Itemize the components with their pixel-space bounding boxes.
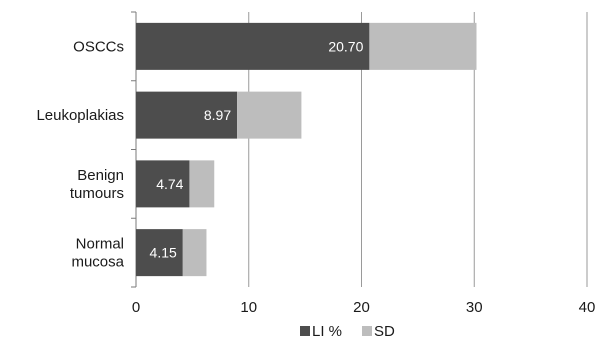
category-label-3-line-0: Normal (76, 236, 124, 253)
category-label-1-line-0: Leukoplakias (36, 107, 124, 124)
x-tick-label-30: 30 (466, 299, 483, 316)
x-axis-ticks: 0 10 20 30 40 (132, 299, 596, 316)
legend-swatch-1 (362, 326, 372, 336)
legend-label-1: SD (374, 323, 395, 340)
data-label-0: 20.70 (328, 38, 363, 54)
category-label-2-line-1: tumours (70, 185, 124, 202)
bar-sd-2 (189, 160, 215, 208)
category-label-3-line-1: mucosa (71, 254, 124, 271)
x-tick-label-0: 0 (132, 299, 140, 316)
bar-li-1 (136, 91, 238, 139)
legend: LI % SD (300, 323, 395, 340)
category-label-2-line-0: Benign (77, 167, 124, 184)
category-label-0-line-0: OSCCs (73, 38, 124, 55)
data-label-3: 4.15 (150, 245, 177, 261)
bar-li-0 (136, 22, 370, 70)
legend-label-0: LI % (312, 323, 342, 340)
legend-swatch-0 (300, 326, 310, 336)
bar-sd-3 (182, 229, 207, 277)
data-label-2: 4.74 (156, 176, 183, 192)
x-tick-label-10: 10 (240, 299, 257, 316)
bar-li-2 (136, 160, 190, 208)
data-label-1: 8.97 (204, 107, 231, 123)
bar-li-3 (136, 229, 183, 277)
bar-sd-1 (237, 91, 302, 139)
bars: 20.70 8.97 4.74 4.15 (136, 22, 477, 277)
bar-sd-0 (369, 22, 477, 70)
x-tick-label-40: 40 (579, 299, 596, 316)
x-tick-label-20: 20 (353, 299, 370, 316)
